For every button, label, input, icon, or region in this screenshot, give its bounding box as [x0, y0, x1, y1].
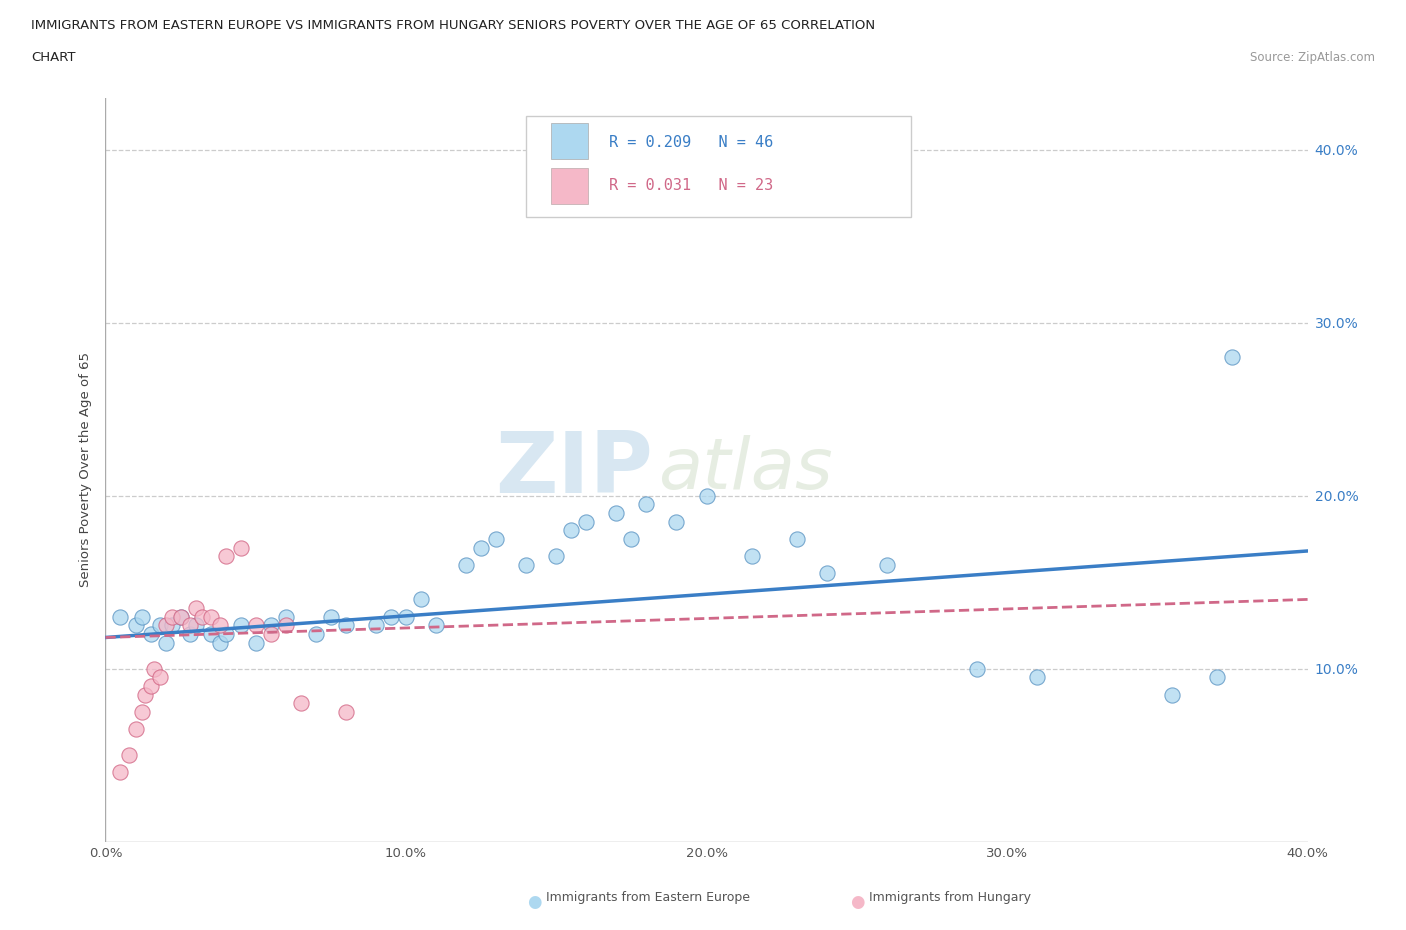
- FancyBboxPatch shape: [526, 116, 911, 217]
- Point: [245, 618, 267, 632]
- Point: [620, 531, 643, 546]
- Point: [169, 609, 191, 624]
- Point: [274, 618, 297, 632]
- Point: [200, 627, 222, 642]
- Point: [409, 592, 432, 607]
- Point: [110, 609, 132, 624]
- FancyBboxPatch shape: [551, 124, 588, 159]
- Point: [485, 531, 508, 546]
- Point: [260, 627, 283, 642]
- FancyBboxPatch shape: [551, 168, 588, 204]
- Text: CHART: CHART: [31, 51, 76, 64]
- Point: [380, 609, 402, 624]
- Point: [1161, 687, 1184, 702]
- Point: [155, 635, 177, 650]
- Point: [966, 661, 988, 676]
- Point: [335, 618, 357, 632]
- Point: [454, 557, 477, 572]
- Point: [160, 609, 183, 624]
- Point: [515, 557, 537, 572]
- Point: [305, 627, 328, 642]
- Point: [815, 566, 838, 581]
- Text: Source: ZipAtlas.com: Source: ZipAtlas.com: [1250, 51, 1375, 64]
- Point: [148, 618, 170, 632]
- Point: [124, 722, 146, 737]
- Point: [214, 627, 236, 642]
- Point: [155, 618, 177, 632]
- Point: [208, 618, 231, 632]
- Point: [290, 696, 312, 711]
- Text: ●: ●: [851, 893, 865, 911]
- Text: Immigrants from Eastern Europe: Immigrants from Eastern Europe: [546, 891, 749, 904]
- Point: [786, 531, 808, 546]
- Point: [190, 609, 212, 624]
- Point: [131, 704, 153, 719]
- Point: [876, 557, 898, 572]
- Point: [229, 618, 252, 632]
- Point: [131, 609, 153, 624]
- Point: [160, 618, 183, 632]
- Point: [696, 488, 718, 503]
- Point: [169, 609, 191, 624]
- Point: [741, 549, 763, 564]
- Text: ●: ●: [527, 893, 541, 911]
- Text: R = 0.209   N = 46: R = 0.209 N = 46: [609, 135, 773, 150]
- Point: [134, 687, 156, 702]
- Text: atlas: atlas: [658, 435, 832, 504]
- Point: [470, 540, 492, 555]
- Point: [260, 618, 283, 632]
- Point: [142, 661, 165, 676]
- Text: IMMIGRANTS FROM EASTERN EUROPE VS IMMIGRANTS FROM HUNGARY SENIORS POVERTY OVER T: IMMIGRANTS FROM EASTERN EUROPE VS IMMIGR…: [31, 19, 875, 32]
- Point: [184, 618, 207, 632]
- Point: [139, 627, 162, 642]
- Point: [179, 618, 201, 632]
- Point: [184, 601, 207, 616]
- Point: [148, 670, 170, 684]
- Point: [200, 609, 222, 624]
- Text: R = 0.031   N = 23: R = 0.031 N = 23: [609, 178, 773, 193]
- Point: [636, 497, 658, 512]
- Point: [560, 523, 582, 538]
- Point: [335, 704, 357, 719]
- Point: [395, 609, 418, 624]
- Y-axis label: Seniors Poverty Over the Age of 65: Seniors Poverty Over the Age of 65: [79, 352, 93, 587]
- Point: [214, 549, 236, 564]
- Point: [1206, 670, 1229, 684]
- Point: [425, 618, 447, 632]
- Point: [605, 506, 627, 521]
- Point: [208, 635, 231, 650]
- Point: [245, 635, 267, 650]
- Point: [118, 748, 141, 763]
- Point: [546, 549, 568, 564]
- Point: [110, 765, 132, 780]
- Point: [1222, 350, 1244, 365]
- Point: [665, 514, 688, 529]
- Point: [274, 609, 297, 624]
- Text: ZIP: ZIP: [495, 428, 652, 512]
- Point: [139, 679, 162, 694]
- Point: [575, 514, 598, 529]
- Point: [124, 618, 146, 632]
- Text: Immigrants from Hungary: Immigrants from Hungary: [869, 891, 1031, 904]
- Point: [179, 627, 201, 642]
- Point: [319, 609, 342, 624]
- Point: [1026, 670, 1049, 684]
- Point: [364, 618, 387, 632]
- Point: [229, 540, 252, 555]
